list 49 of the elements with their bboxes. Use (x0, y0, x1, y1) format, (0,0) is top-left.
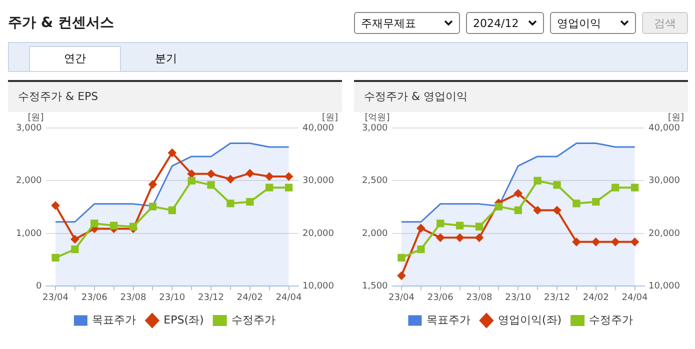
y2-tick-label: 20,000 (302, 228, 334, 239)
y-tick-label: 3,000 (362, 123, 388, 134)
y2-tick-label: 30,000 (302, 176, 334, 186)
y2-tick-label: 40,000 (302, 123, 334, 134)
y-tick-label: 1,000 (16, 228, 42, 239)
y-tick-label: 0 (36, 282, 42, 292)
y2-tick-label: 40,000 (648, 123, 680, 134)
y2-tick-label: 30,000 (648, 176, 680, 186)
text: 연간 (29, 46, 121, 71)
x-tick-label: 23/10 (505, 292, 532, 303)
y2-tick-label: 10,000 (648, 282, 680, 292)
y2-axis-title: [원] (322, 112, 338, 123)
x-tick-label: 24/04 (622, 292, 648, 303)
x-tick-label: 23/12 (198, 292, 224, 303)
x-tick-label: 23/08 (466, 292, 492, 303)
y-tick-label: 2,000 (16, 176, 42, 186)
x-tick-label: 23/08 (120, 292, 146, 303)
x-tick-label: 23/12 (544, 292, 570, 303)
y-tick-label: 1,500 (362, 282, 388, 292)
legend-label: 목표주가 (426, 313, 470, 326)
x-tick-label: 23/06 (81, 292, 108, 303)
y-tick-label: 2,500 (362, 176, 388, 186)
chart-title: 수정주가 & EPS (8, 82, 342, 112)
text: 2024/12 (473, 16, 519, 30)
x-tick-label: 23/04 (388, 292, 415, 303)
x-tick-label: 24/04 (276, 292, 302, 303)
y2-tick-label: 20,000 (648, 228, 680, 239)
y2-tick-label: 10,000 (302, 282, 334, 292)
text: 영업이익 (557, 16, 601, 30)
y-tick-label: 2,000 (362, 228, 388, 239)
y-axis-title: [억원] (364, 112, 390, 123)
y2-axis-title: [원] (668, 112, 684, 123)
text: 분기 (154, 51, 178, 67)
x-tick-label: 23/10 (159, 292, 186, 303)
x-tick-label: 23/04 (42, 292, 69, 303)
y-tick-label: 3,000 (16, 123, 42, 134)
legend-label: EPS(좌) (164, 313, 204, 326)
x-tick-label: 23/06 (427, 292, 454, 303)
chart-title: 수정주가 & 영업이익 (354, 82, 688, 112)
text: 주가 & 컨센서스 (8, 14, 114, 32)
y-axis-title: [원] (28, 112, 44, 123)
x-tick-label: 24/02 (582, 292, 609, 303)
text: 검색 (642, 12, 688, 34)
text: 주재무제표 (361, 16, 416, 30)
legend-label: 영업이익(좌) (498, 313, 562, 326)
x-tick-label: 24/02 (236, 292, 263, 303)
legend-label: 목표주가 (92, 313, 136, 326)
legend-label: 수정주가 (589, 313, 634, 326)
legend-label: 수정주가 (231, 313, 276, 326)
